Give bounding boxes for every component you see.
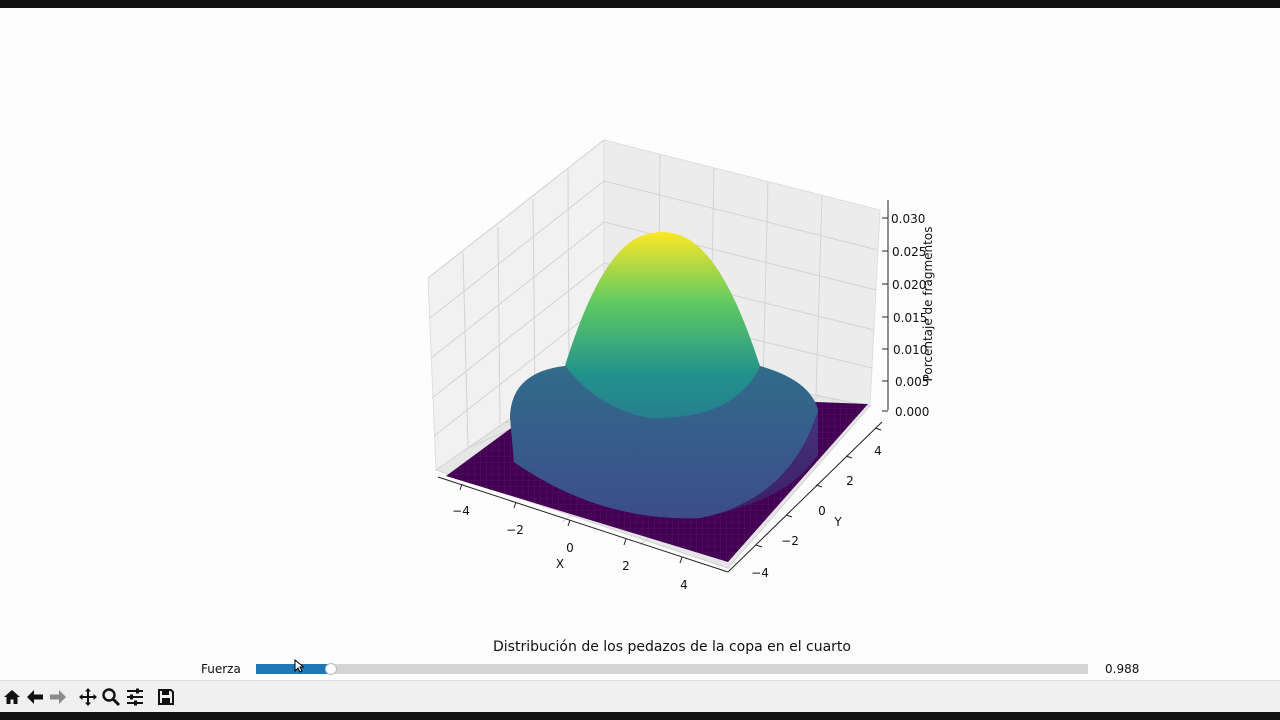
- zoom-icon[interactable]: [100, 686, 122, 708]
- x-axis-label: X: [556, 557, 564, 571]
- slider-fill: [256, 664, 331, 674]
- x-tick-label: −2: [506, 523, 524, 537]
- surface-skirt: [510, 366, 818, 519]
- axis-lines: [437, 200, 889, 573]
- x-tick-label: 2: [622, 559, 630, 573]
- slider-value: 0.988: [1105, 662, 1140, 676]
- y-tick-label: −4: [751, 566, 769, 580]
- z-tick-label: 0.020: [892, 278, 926, 292]
- fuerza-slider[interactable]: [256, 663, 1088, 675]
- surface-plot[interactable]: −4 −2 0 2 4 −4 −2 0 2 4 0.000 0.005 0.01…: [0, 8, 1280, 680]
- y-tick-label: 0: [818, 504, 826, 518]
- slider-label: Fuerza: [201, 662, 241, 676]
- y-tick-label: 2: [846, 474, 854, 488]
- x-tick-label: 0: [566, 541, 574, 555]
- figure-title: Distribución de los pedazos de la copa e…: [492, 639, 851, 655]
- back-icon[interactable]: [24, 686, 46, 708]
- configure-icon[interactable]: [124, 686, 146, 708]
- y-axis-label: Y: [833, 515, 842, 529]
- x-tick-label: −4: [452, 504, 470, 518]
- mouse-cursor-icon: [294, 659, 304, 673]
- figure-canvas: −4 −2 0 2 4 −4 −2 0 2 4 0.000 0.005 0.01…: [0, 8, 1280, 680]
- z-tick-label: 0.010: [893, 343, 927, 357]
- slider-handle[interactable]: [324, 663, 337, 675]
- z-tick-label: 0.005: [895, 375, 929, 389]
- y-tick-label: −2: [781, 534, 799, 548]
- pan-icon[interactable]: [77, 686, 99, 708]
- z-axis-label: Porcentaje de fragmentos: [921, 227, 935, 382]
- z-tick-label: 0.015: [893, 311, 927, 325]
- window-top-border: [0, 0, 1280, 8]
- window-bottom-border: [0, 712, 1280, 720]
- z-tick-label: 0.000: [895, 405, 929, 419]
- y-ticks: [755, 427, 882, 548]
- home-icon[interactable]: [1, 686, 23, 708]
- navigation-toolbar: [0, 680, 1280, 713]
- y-tick-label: 4: [874, 444, 882, 458]
- forward-icon[interactable]: [47, 686, 69, 708]
- save-icon[interactable]: [155, 686, 177, 708]
- x-tick-label: 4: [680, 578, 688, 592]
- z-tick-label: 0.030: [891, 212, 925, 226]
- z-tick-label: 0.025: [892, 245, 926, 259]
- x-ticks: [459, 483, 683, 564]
- z-ticks: [882, 217, 888, 412]
- surface: [446, 232, 868, 562]
